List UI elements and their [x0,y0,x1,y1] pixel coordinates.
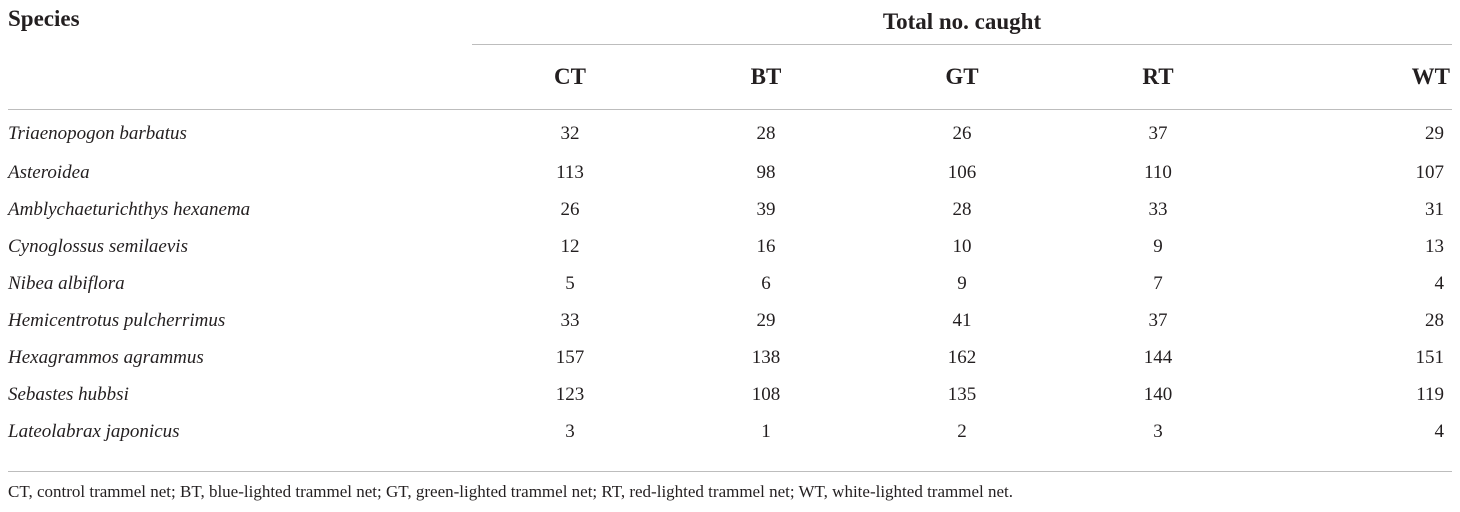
count-ct: 26 [560,198,580,220]
table-row: Asteroidea 113 98 106 110 107 [8,154,1452,191]
count-rt: 3 [1153,420,1163,442]
count-rt: 140 [1143,383,1173,405]
total-caught-group-header: Total no. caught [472,0,1452,45]
count-ct: 33 [560,309,580,331]
count-bt: 6 [761,272,771,294]
count-rt: 33 [1148,198,1168,220]
catch-table: Species Total no. caught CT BT GT RT WT … [8,0,1452,450]
count-rt: 9 [1153,235,1163,257]
count-wt: 28 [1425,309,1444,331]
count-wt: 4 [1434,272,1445,294]
count-ct: 123 [555,383,585,405]
count-wt: 13 [1425,235,1444,257]
count-wt: 31 [1425,198,1444,220]
table-row: Sebastes hubbsi 123 108 135 140 119 [8,376,1452,413]
count-bt: 29 [756,309,776,331]
table-row: Lateolabrax japonicus 3 1 2 3 4 [8,413,1452,450]
count-gt: 162 [947,346,977,368]
count-rt: 37 [1148,123,1168,144]
table-row: Amblychaeturichthys hexanema 26 39 28 33… [8,191,1452,228]
header-divider [8,109,1452,110]
species-column-header: Species [8,6,80,31]
count-ct: 3 [565,420,575,442]
count-wt: 119 [1416,383,1444,405]
species-name: Lateolabrax japonicus [8,420,180,442]
species-name: Hemicentrotus pulcherrimus [8,309,226,331]
table-row: Triaenopogon barbatus 32 28 26 37 29 [8,110,1452,154]
count-rt: 144 [1143,346,1173,368]
count-ct: 113 [556,161,584,183]
count-rt: 37 [1148,309,1168,331]
count-ct: 32 [560,123,580,144]
species-name: Hexagrammos agrammus [8,346,204,368]
count-gt: 41 [952,309,972,331]
count-gt: 2 [957,420,967,442]
table-row: Cynoglossus semilaevis 12 16 10 9 13 [8,228,1452,265]
species-name: Triaenopogon barbatus [8,123,187,144]
column-header-ct: CT [554,64,586,89]
table-row: Nibea albiflora 5 6 9 7 4 [8,265,1452,302]
count-gt: 135 [947,383,977,405]
table-row: Hemicentrotus pulcherrimus 33 29 41 37 2… [8,302,1452,339]
count-rt: 110 [1144,161,1172,183]
count-wt: 29 [1425,123,1444,144]
count-bt: 98 [756,161,776,183]
count-gt: 10 [952,235,972,257]
count-wt: 151 [1415,346,1445,368]
count-gt: 26 [952,123,972,144]
species-name: Cynoglossus semilaevis [8,235,188,257]
table-row: Hexagrammos agrammus 157 138 162 144 151 [8,339,1452,376]
count-ct: 5 [565,272,575,294]
count-wt: 4 [1434,420,1445,442]
count-wt: 107 [1415,161,1445,183]
count-bt: 108 [751,383,781,405]
count-bt: 39 [756,198,776,220]
count-ct: 157 [555,346,585,368]
count-ct: 12 [560,235,580,257]
species-name: Asteroidea [8,161,90,183]
table-bottom-rule [8,471,1452,472]
species-name: Sebastes hubbsi [8,383,129,405]
column-header-wt: WT [1411,64,1450,89]
species-name: Nibea albiflora [8,272,125,294]
count-bt: 1 [761,420,771,442]
count-rt: 7 [1153,272,1163,294]
species-name: Amblychaeturichthys hexanema [8,198,251,220]
column-header-gt: GT [945,64,979,89]
count-gt: 28 [952,198,972,220]
column-header-rt: RT [1142,64,1174,89]
count-bt: 28 [756,123,776,144]
count-bt: 138 [751,346,781,368]
column-header-bt: BT [750,64,782,89]
count-bt: 16 [756,235,776,257]
count-gt: 9 [957,272,967,294]
table-footnote: CT, control trammel net; BT, blue-lighte… [8,482,1013,501]
count-gt: 106 [947,161,977,183]
